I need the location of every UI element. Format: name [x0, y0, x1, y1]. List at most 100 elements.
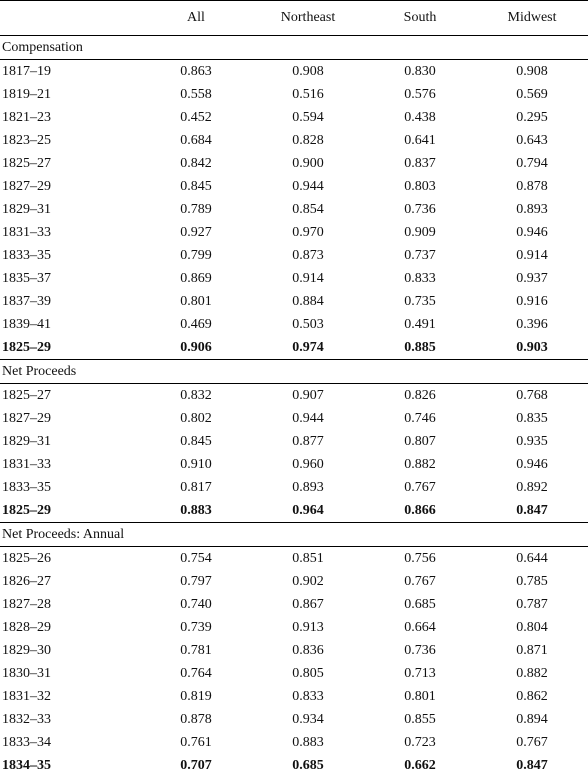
value-cell: 0.797 — [180, 573, 212, 589]
row-label: 1823–25 — [2, 132, 51, 148]
value-cell: 0.761 — [180, 734, 212, 750]
header-row: All Northeast South Midwest — [0, 0, 588, 36]
value-cell: 0.871 — [516, 642, 548, 658]
value-cell: 0.736 — [404, 642, 436, 658]
row-label: 1826–27 — [2, 573, 51, 589]
row-label: 1827–29 — [2, 410, 51, 426]
data-row: 1833–35 0.799 0.873 0.737 0.914 — [0, 244, 588, 267]
row-label: 1828–29 — [2, 619, 51, 635]
column-header: Midwest — [476, 0, 588, 36]
value-cell: 0.707 — [140, 754, 252, 774]
value-cell: 0.847 — [476, 754, 588, 774]
row-label: 1825–29 — [0, 336, 140, 360]
value-cell: 0.944 — [292, 410, 324, 426]
value-cell: 0.295 — [516, 109, 548, 125]
value-cell: 0.883 — [292, 734, 324, 750]
data-row: 1823–25 0.684 0.828 0.641 0.643 — [0, 129, 588, 152]
value-cell: 0.438 — [404, 109, 436, 125]
value-cell: 0.740 — [180, 596, 212, 612]
value-cell: 0.785 — [516, 573, 548, 589]
value-cell: 0.867 — [292, 596, 324, 612]
data-row: 1827–28 0.740 0.867 0.685 0.787 — [0, 593, 588, 616]
data-row: 1833–35 0.817 0.893 0.767 0.892 — [0, 476, 588, 499]
value-cell: 0.569 — [516, 86, 548, 102]
value-cell: 0.756 — [404, 550, 436, 566]
row-label: 1833–35 — [2, 247, 51, 263]
value-cell: 0.789 — [180, 201, 212, 217]
value-cell: 0.781 — [180, 642, 212, 658]
value-cell: 0.746 — [404, 410, 436, 426]
value-cell: 0.893 — [292, 479, 324, 495]
row-label: 1825–27 — [2, 155, 51, 171]
data-row: 1825–27 0.832 0.907 0.826 0.768 — [0, 384, 588, 408]
value-cell: 0.878 — [180, 711, 212, 727]
value-cell: 0.927 — [180, 224, 212, 240]
value-cell: 0.866 — [364, 499, 476, 523]
row-label: 1831–32 — [2, 688, 51, 704]
row-label: 1833–35 — [2, 479, 51, 495]
value-cell: 0.641 — [404, 132, 436, 148]
value-cell: 0.516 — [292, 86, 324, 102]
data-row: 1832–33 0.878 0.934 0.855 0.894 — [0, 708, 588, 731]
value-cell: 0.882 — [404, 456, 436, 472]
row-label: 1829–31 — [2, 201, 51, 217]
value-cell: 0.736 — [404, 201, 436, 217]
value-cell: 0.594 — [292, 109, 324, 125]
data-row: 1829–30 0.781 0.836 0.736 0.871 — [0, 639, 588, 662]
value-cell: 0.684 — [180, 132, 212, 148]
value-cell: 0.836 — [292, 642, 324, 658]
value-cell: 0.903 — [476, 336, 588, 360]
value-cell: 0.685 — [404, 596, 436, 612]
value-cell: 0.906 — [140, 336, 252, 360]
value-cell: 0.845 — [180, 433, 212, 449]
value-cell: 0.842 — [180, 155, 212, 171]
column-header: All — [140, 0, 252, 36]
data-row: 1834–35 0.707 0.685 0.662 0.847 — [0, 754, 588, 774]
data-row: 1837–39 0.801 0.884 0.735 0.916 — [0, 290, 588, 313]
value-cell: 0.944 — [292, 178, 324, 194]
data-row: 1826–27 0.797 0.902 0.767 0.785 — [0, 570, 588, 593]
value-cell: 0.799 — [180, 247, 212, 263]
value-cell: 0.767 — [404, 479, 436, 495]
value-cell: 0.854 — [292, 201, 324, 217]
value-cell: 0.935 — [516, 433, 548, 449]
column-header: South — [364, 0, 476, 36]
value-cell: 0.960 — [292, 456, 324, 472]
value-cell: 0.833 — [404, 270, 436, 286]
row-label: 1821–23 — [2, 109, 51, 125]
value-cell: 0.909 — [404, 224, 436, 240]
value-cell: 0.837 — [404, 155, 436, 171]
value-cell: 0.830 — [404, 63, 436, 79]
value-cell: 0.914 — [516, 247, 548, 263]
value-cell: 0.644 — [516, 550, 548, 566]
data-row: 1833–34 0.761 0.883 0.723 0.767 — [0, 731, 588, 754]
value-cell: 0.851 — [292, 550, 324, 566]
data-row: 1830–31 0.764 0.805 0.713 0.882 — [0, 662, 588, 685]
value-cell: 0.910 — [180, 456, 212, 472]
value-cell: 0.873 — [292, 247, 324, 263]
value-cell: 0.826 — [404, 387, 436, 403]
value-cell: 0.794 — [516, 155, 548, 171]
section-title: Net Proceeds — [0, 359, 588, 384]
value-cell: 0.767 — [404, 573, 436, 589]
value-cell: 0.902 — [292, 573, 324, 589]
row-label: 1831–33 — [2, 456, 51, 472]
data-row: 1827–29 0.845 0.944 0.803 0.878 — [0, 175, 588, 198]
value-cell: 0.491 — [404, 316, 436, 332]
value-cell: 0.452 — [180, 109, 212, 125]
value-cell: 0.914 — [292, 270, 324, 286]
value-cell: 0.885 — [364, 336, 476, 360]
value-cell: 0.835 — [516, 410, 548, 426]
value-cell: 0.801 — [180, 293, 212, 309]
data-row: 1825–26 0.754 0.851 0.756 0.644 — [0, 547, 588, 571]
data-row: 1825–29 0.906 0.974 0.885 0.903 — [0, 336, 588, 360]
value-cell: 0.803 — [404, 178, 436, 194]
value-cell: 0.768 — [516, 387, 548, 403]
section-row: Net Proceeds: Annual — [0, 522, 588, 547]
value-cell: 0.643 — [516, 132, 548, 148]
value-cell: 0.877 — [292, 433, 324, 449]
value-cell: 0.503 — [292, 316, 324, 332]
row-label: 1829–30 — [2, 642, 51, 658]
value-cell: 0.662 — [364, 754, 476, 774]
value-cell: 0.396 — [516, 316, 548, 332]
